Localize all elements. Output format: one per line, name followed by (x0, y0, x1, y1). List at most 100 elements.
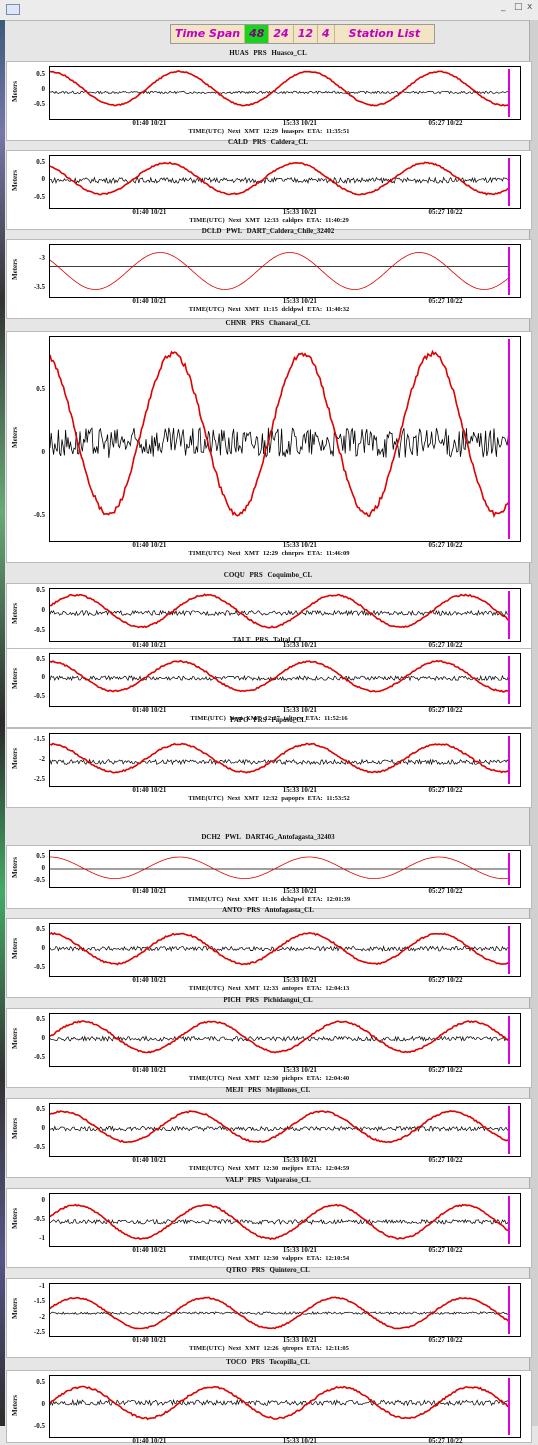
observed-series (50, 90, 510, 95)
x-tick-label: 15:33 10/21 (282, 976, 317, 984)
y-tick-label: -0.5 (33, 962, 45, 971)
x-tick-label: 01:40 10/21 (132, 786, 167, 794)
y-tick-label: 0 (41, 943, 46, 952)
background-desktop-strip (0, 20, 5, 1426)
observed-series (50, 609, 510, 617)
y-tick-label: 0.5 (36, 1104, 45, 1113)
station-footer: TIME(UTC) Next XMT 12:30 pichprs ETA: 12… (188, 1075, 350, 1082)
observed-series (50, 945, 510, 953)
maximize-button[interactable]: □ (514, 2, 523, 12)
tide-plot-svg (50, 1106, 510, 1154)
chart-frame: Meters 0.5 0 -0.5 01:40 10/21 15:33 10/21 05:2… (6, 150, 532, 230)
predicted-series (50, 856, 510, 879)
y-tick-label: 0.5 (36, 157, 45, 166)
y-tick-label: -0.5 (33, 691, 45, 700)
chart-frame: Meters 0.5 0 -0.5 01:40 10/21 15:33 10/21 05:2… (6, 918, 532, 998)
y-tick-label: 0 (41, 1399, 46, 1408)
x-tick-label: 05:27 10/22 (428, 641, 463, 649)
x-tick-label: 05:27 10/22 (428, 1437, 463, 1445)
station-header: PAPO PRS Paposo_CL (230, 716, 306, 724)
x-tick-label: 05:27 10/22 (428, 1336, 463, 1344)
chart-frame: Meters -3 -3.5 01:40 10/21 15:33 10/21 05:27 … (6, 239, 532, 319)
station-footer: TIME(UTC) Next XMT 11:15 dcldpwl ETA: 11… (188, 306, 350, 313)
minimize-button[interactable]: _ (501, 2, 506, 12)
x-tick-label: 05:27 10/22 (428, 976, 463, 984)
station-footer: TIME(UTC) Next XMT 12:32 papoprs ETA: 11… (188, 795, 350, 802)
x-tick-label: 15:33 10/21 (282, 786, 317, 794)
y-tick-label: -3.5 (33, 283, 45, 292)
y-axis-label: Meters (11, 1118, 19, 1140)
y-tick-label: 0.5 (36, 924, 45, 933)
station-panel: PICH PRS Pichidangui_CL Meters 0.5 0 -0.5 01:… (6, 993, 532, 1088)
x-tick-label: 15:33 10/21 (282, 208, 317, 216)
y-tick-label: -1.5 (33, 1297, 45, 1306)
tide-plot-svg (50, 736, 510, 784)
station-header: QTRO PRS Quintero_CL (226, 1266, 310, 1274)
station-header: MEJI PRS Mejillones_CL (225, 1086, 311, 1094)
x-tick-label: 05:27 10/22 (428, 1246, 463, 1254)
tide-plot-svg (50, 1196, 510, 1244)
station-list-button[interactable]: Station List (348, 27, 421, 40)
time-span-toolbar: Time Span 48 24 12 4 Station List (170, 24, 436, 44)
y-tick-label: -0.5 (33, 1052, 45, 1061)
chart-frame: Meters 0.5 0 -0.5 01:40 10/21 15:33 10/21 05:2… (6, 648, 532, 728)
station-panel: DCH2 PWL DART4G_Antofagasta_32403 Meters 0… (6, 830, 532, 909)
window-titlebar: _ □ x (0, 0, 538, 21)
y-tick-label: 0 (41, 1123, 46, 1132)
y-tick-label: -0.5 (33, 1422, 45, 1431)
tide-plot (49, 923, 521, 977)
predicted-series (50, 349, 510, 518)
station-header: ANTO PRS Antofagasta_CL (222, 906, 314, 914)
x-tick-label: 15:33 10/21 (282, 887, 317, 895)
span-12-button[interactable]: 12 (294, 25, 319, 43)
tide-plot-svg (50, 853, 510, 885)
tide-plot-svg (50, 1016, 510, 1064)
tide-plot (49, 653, 521, 707)
y-tick-label: -0.5 (33, 192, 45, 201)
span-48-button[interactable]: 48 (245, 25, 270, 43)
x-tick-label: 15:33 10/21 (282, 1066, 317, 1074)
x-tick-label: 05:27 10/22 (428, 1156, 463, 1164)
y-tick-label: 0 (41, 175, 46, 184)
station-panel: DCLD PWL DART_Caldera_Chile_32402 Meters -… (6, 224, 532, 319)
station-header: DCLD PWL DART_Caldera_Chile_32402 (201, 227, 335, 235)
y-tick-label: 0 (41, 1033, 46, 1042)
close-button[interactable]: x (527, 2, 533, 12)
x-tick-label: 15:33 10/21 (282, 541, 317, 549)
y-tick-label: 0.5 (36, 852, 45, 860)
observed-series (50, 176, 510, 185)
x-tick-label: 05:27 10/22 (428, 1066, 463, 1074)
x-tick-label: 01:40 10/21 (132, 1437, 167, 1445)
tide-plot (49, 588, 521, 642)
span-24-button[interactable]: 24 (269, 25, 294, 43)
station-panel: TOCO PRS Tocopilla_CL Meters 0.5 0 -0.5 01:40… (6, 1355, 532, 1445)
y-tick-label: 0 (41, 84, 46, 93)
span-4-button[interactable]: 4 (318, 25, 335, 43)
chart-frame: Meters 0.5 0 -0.5 01:40 10/21 15:33 10/21 05:2… (6, 1008, 532, 1088)
station-panel: TALT PRS Taltal_CL Meters 0.5 0 -0.5 01:40 10… (6, 633, 532, 728)
chart-frame: Meters 0.5 0 -0.5 01:40 10/21 15:33 10/21 05:2… (6, 331, 532, 563)
predicted-series (50, 1385, 509, 1421)
x-tick-label: 01:40 10/21 (132, 1246, 167, 1254)
x-tick-label: 01:40 10/21 (132, 297, 167, 305)
station-footer: TIME(UTC) Next XMT 12:30 valpprs ETA: 12… (188, 1255, 350, 1262)
x-tick-label: 05:27 10/22 (428, 297, 463, 305)
station-header: PICH PRS Pichidangui_CL (223, 996, 313, 1004)
predicted-series (50, 742, 510, 774)
observed-series (50, 758, 510, 766)
y-axis-label: Meters (11, 668, 19, 690)
x-tick-label: 01:40 10/21 (132, 1336, 167, 1344)
tide-plot-svg (50, 158, 510, 206)
x-tick-label: 15:33 10/21 (282, 1336, 317, 1344)
observed-series (50, 1311, 510, 1315)
tide-plot-svg (50, 656, 510, 704)
y-axis-label: Meters (11, 81, 19, 103)
y-tick-label: 0 (41, 447, 46, 456)
observed-series (50, 1035, 510, 1043)
x-tick-label: 05:27 10/22 (428, 119, 463, 127)
tide-plot-svg (50, 247, 510, 295)
y-tick-label: -2.5 (33, 1327, 45, 1336)
x-tick-label: 01:40 10/21 (132, 706, 167, 714)
station-panel: VALP PRS Valparaiso_CL Meters 0 -0.5 -1 01:40… (6, 1173, 532, 1268)
tide-plot-svg (50, 69, 510, 117)
